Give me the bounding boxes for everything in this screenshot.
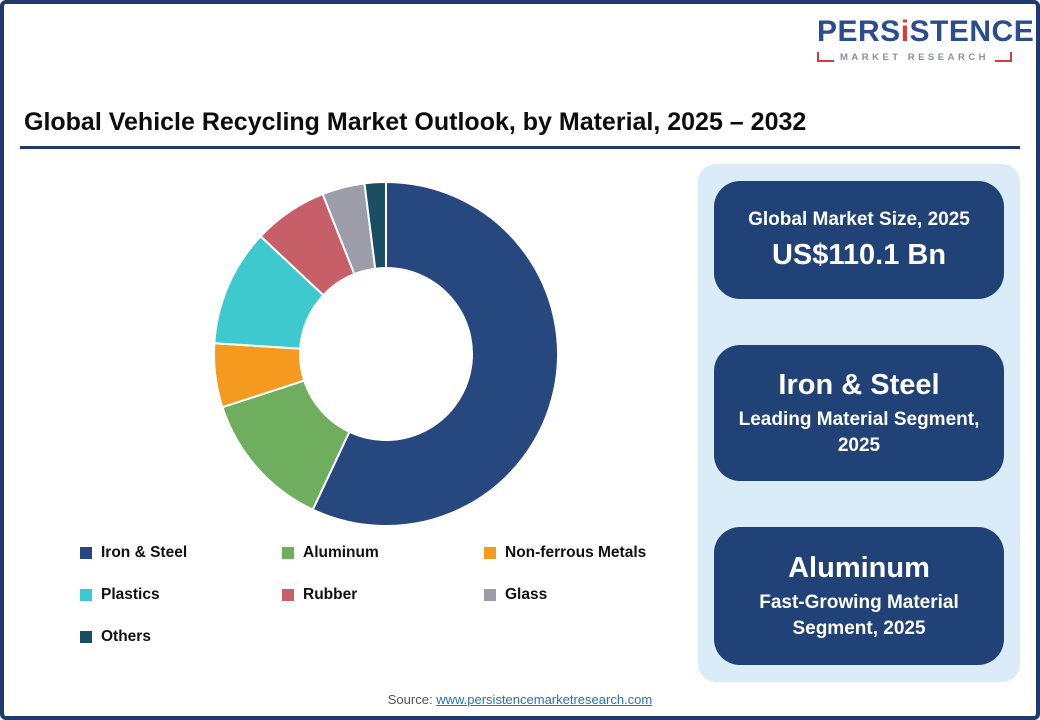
title-divider xyxy=(20,146,1020,149)
source-link[interactable]: www.persistencemarketresearch.com xyxy=(436,692,653,707)
logo-subtitle-row: MARKET RESEARCH xyxy=(817,52,1012,63)
legend-label: Non-ferrous Metals xyxy=(505,544,647,561)
legend-label: Others xyxy=(101,628,151,645)
legend-item: Iron & Steel xyxy=(80,544,282,562)
logo-left-rule xyxy=(817,52,834,62)
legend-swatch xyxy=(282,589,294,601)
legend-item: Others xyxy=(80,628,282,646)
donut-segment-others xyxy=(363,181,387,270)
legend-label: Rubber xyxy=(303,586,358,603)
page-title: Global Vehicle Recycling Market Outlook,… xyxy=(24,108,807,136)
chart-legend: Iron & Steel Aluminum Non-ferrous Metals Pl… xyxy=(80,544,744,646)
legend-swatch xyxy=(80,589,92,601)
logo-right-rule xyxy=(995,52,1012,62)
source-line: Source: www.persistencemarketresearch.co… xyxy=(4,692,1036,707)
logo-subtitle: MARKET RESEARCH xyxy=(839,51,990,63)
legend-item: Aluminum xyxy=(282,544,484,562)
logo-brand-i: i xyxy=(900,15,910,48)
legend-label: Plastics xyxy=(101,586,160,603)
legend-item: Non-ferrous Metals xyxy=(484,544,744,562)
persistence-logo: PERSiSTENCE MARKET RESEARCH xyxy=(817,15,1034,63)
card-leading-segment-name: Iron & Steel xyxy=(778,369,940,402)
legend-swatch xyxy=(484,589,496,601)
card-fast-growing-segment-label: Fast-Growing Material Segment, 2025 xyxy=(759,592,959,640)
legend-item: Rubber xyxy=(282,586,484,604)
source-prefix: Source: xyxy=(387,692,433,707)
donut-chart xyxy=(213,181,560,527)
legend-swatch xyxy=(80,631,92,643)
logo-brand-text: PERSiSTENCE xyxy=(817,15,1034,48)
logo-brand-part1: PERS xyxy=(817,15,901,48)
card-leading-segment: Iron & Steel Leading Material Segment, 2… xyxy=(714,345,1004,481)
card-market-size-label: Global Market Size, 2025 xyxy=(748,209,970,231)
legend-label: Glass xyxy=(505,586,548,603)
legend-item: Plastics xyxy=(80,586,282,604)
card-market-size: Global Market Size, 2025 US$110.1 Bn xyxy=(714,181,1004,299)
highlights-panel: Global Market Size, 2025 US$110.1 Bn Iro… xyxy=(698,164,1020,682)
card-fast-growing-segment-name: Aluminum xyxy=(788,552,930,585)
legend-item: Glass xyxy=(484,586,744,604)
legend-label: Aluminum xyxy=(303,544,379,561)
card-market-size-value: US$110.1 Bn xyxy=(771,238,947,271)
legend-swatch xyxy=(80,547,92,559)
legend-label: Iron & Steel xyxy=(101,544,188,561)
donut-segment-iron-steel xyxy=(311,181,560,527)
card-leading-segment-label: Leading Material Segment, 2025 xyxy=(738,409,980,457)
logo-brand-part2: STENCE xyxy=(909,15,1035,48)
legend-swatch xyxy=(282,547,294,559)
card-fast-growing-segment: Aluminum Fast-Growing Material Segment, … xyxy=(714,527,1004,665)
legend-swatch xyxy=(484,547,496,559)
